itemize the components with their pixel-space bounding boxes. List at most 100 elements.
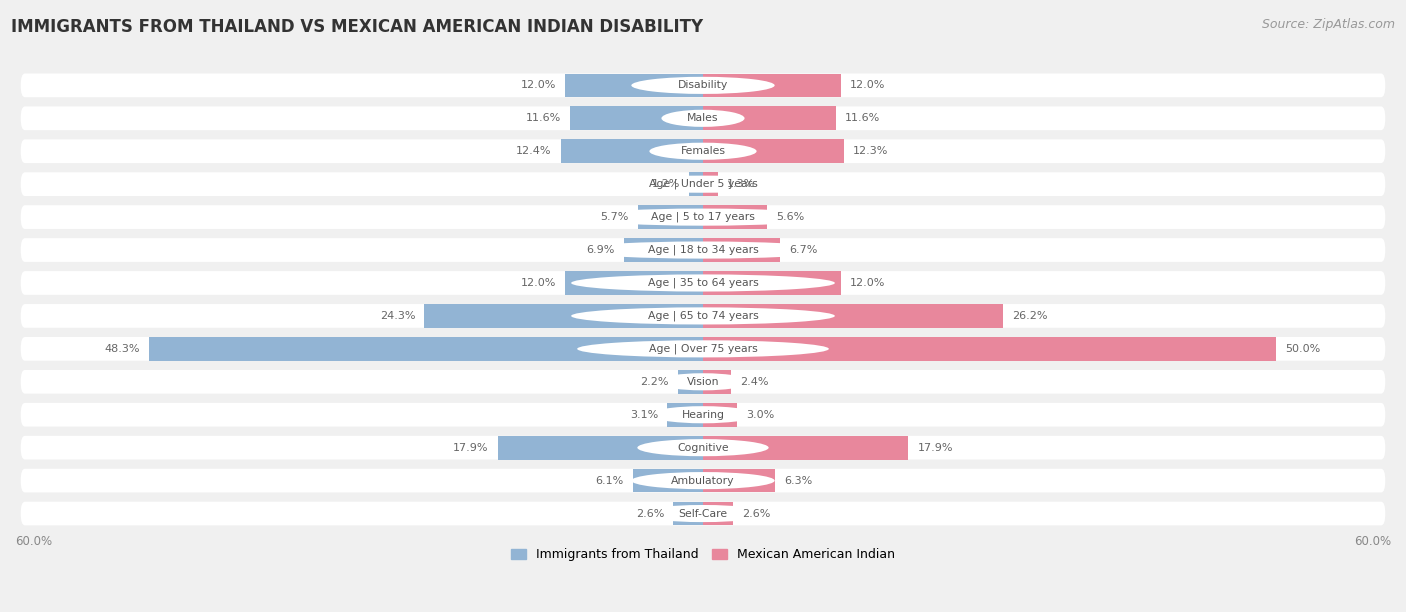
Text: Age | Over 75 years: Age | Over 75 years bbox=[648, 343, 758, 354]
Ellipse shape bbox=[650, 143, 756, 160]
Text: 3.1%: 3.1% bbox=[630, 409, 658, 420]
Bar bbox=[498, 436, 703, 460]
Text: 2.6%: 2.6% bbox=[636, 509, 664, 518]
Text: Source: ZipAtlas.com: Source: ZipAtlas.com bbox=[1261, 18, 1395, 31]
Text: 50.0%: 50.0% bbox=[1285, 344, 1320, 354]
Text: 6.1%: 6.1% bbox=[596, 476, 624, 485]
Ellipse shape bbox=[637, 505, 769, 522]
FancyBboxPatch shape bbox=[21, 304, 1385, 328]
Legend: Immigrants from Thailand, Mexican American Indian: Immigrants from Thailand, Mexican Americ… bbox=[506, 543, 900, 566]
Text: Age | 35 to 64 years: Age | 35 to 64 years bbox=[648, 278, 758, 288]
Text: 1.3%: 1.3% bbox=[727, 179, 755, 189]
Text: 5.6%: 5.6% bbox=[776, 212, 804, 222]
Text: Age | 5 to 17 years: Age | 5 to 17 years bbox=[651, 212, 755, 222]
Bar bbox=[624, 238, 703, 262]
Text: 26.2%: 26.2% bbox=[1012, 311, 1047, 321]
Text: 17.9%: 17.9% bbox=[453, 442, 488, 453]
Text: 12.0%: 12.0% bbox=[520, 80, 557, 91]
Text: 60.0%: 60.0% bbox=[15, 535, 52, 548]
Bar bbox=[703, 106, 837, 130]
Bar bbox=[703, 403, 737, 427]
Ellipse shape bbox=[571, 274, 835, 291]
Bar bbox=[703, 304, 1004, 328]
Bar bbox=[638, 205, 703, 229]
FancyBboxPatch shape bbox=[21, 271, 1385, 295]
FancyBboxPatch shape bbox=[21, 140, 1385, 163]
Ellipse shape bbox=[637, 439, 769, 456]
Ellipse shape bbox=[576, 176, 830, 193]
Ellipse shape bbox=[631, 76, 775, 94]
Ellipse shape bbox=[661, 110, 745, 127]
Bar bbox=[703, 238, 780, 262]
Text: IMMIGRANTS FROM THAILAND VS MEXICAN AMERICAN INDIAN DISABILITY: IMMIGRANTS FROM THAILAND VS MEXICAN AMER… bbox=[11, 18, 703, 36]
Text: 6.7%: 6.7% bbox=[789, 245, 817, 255]
Text: 11.6%: 11.6% bbox=[526, 113, 561, 123]
Bar bbox=[668, 403, 703, 427]
Text: Ambulatory: Ambulatory bbox=[671, 476, 735, 485]
Bar bbox=[703, 469, 775, 493]
Text: Cognitive: Cognitive bbox=[678, 442, 728, 453]
Text: Age | 18 to 34 years: Age | 18 to 34 years bbox=[648, 245, 758, 255]
Text: Females: Females bbox=[681, 146, 725, 156]
Text: 17.9%: 17.9% bbox=[918, 442, 953, 453]
Ellipse shape bbox=[571, 242, 835, 259]
Text: 5.7%: 5.7% bbox=[600, 212, 628, 222]
Bar bbox=[689, 173, 703, 196]
Bar bbox=[565, 271, 703, 295]
Text: 12.3%: 12.3% bbox=[853, 146, 889, 156]
Bar bbox=[703, 337, 1277, 360]
Text: Hearing: Hearing bbox=[682, 409, 724, 420]
Bar bbox=[425, 304, 703, 328]
Text: 6.3%: 6.3% bbox=[785, 476, 813, 485]
FancyBboxPatch shape bbox=[21, 370, 1385, 394]
FancyBboxPatch shape bbox=[21, 337, 1385, 360]
Text: 12.0%: 12.0% bbox=[849, 278, 886, 288]
Text: 3.0%: 3.0% bbox=[747, 409, 775, 420]
Text: Age | Under 5 years: Age | Under 5 years bbox=[648, 179, 758, 190]
Ellipse shape bbox=[571, 307, 835, 324]
Text: 2.6%: 2.6% bbox=[742, 509, 770, 518]
Text: Disability: Disability bbox=[678, 80, 728, 91]
Text: 1.2%: 1.2% bbox=[652, 179, 681, 189]
Bar bbox=[678, 370, 703, 394]
Ellipse shape bbox=[655, 373, 751, 390]
Bar bbox=[703, 205, 768, 229]
Text: 24.3%: 24.3% bbox=[380, 311, 415, 321]
FancyBboxPatch shape bbox=[21, 205, 1385, 229]
Bar bbox=[561, 140, 703, 163]
Text: 2.4%: 2.4% bbox=[740, 377, 768, 387]
Bar bbox=[703, 73, 841, 97]
Ellipse shape bbox=[650, 406, 756, 424]
Bar bbox=[703, 370, 731, 394]
Text: Age | 65 to 74 years: Age | 65 to 74 years bbox=[648, 311, 758, 321]
Bar bbox=[565, 73, 703, 97]
Text: 48.3%: 48.3% bbox=[104, 344, 141, 354]
Text: 12.4%: 12.4% bbox=[516, 146, 551, 156]
Bar bbox=[703, 271, 841, 295]
Bar bbox=[703, 140, 844, 163]
Bar bbox=[149, 337, 703, 360]
FancyBboxPatch shape bbox=[21, 173, 1385, 196]
FancyBboxPatch shape bbox=[21, 238, 1385, 262]
Bar bbox=[569, 106, 703, 130]
Ellipse shape bbox=[576, 209, 830, 226]
Text: 11.6%: 11.6% bbox=[845, 113, 880, 123]
Bar bbox=[703, 502, 733, 525]
Ellipse shape bbox=[631, 472, 775, 489]
FancyBboxPatch shape bbox=[21, 502, 1385, 525]
Text: 12.0%: 12.0% bbox=[520, 278, 557, 288]
FancyBboxPatch shape bbox=[21, 73, 1385, 97]
FancyBboxPatch shape bbox=[21, 469, 1385, 493]
Bar bbox=[703, 436, 908, 460]
Text: Males: Males bbox=[688, 113, 718, 123]
Ellipse shape bbox=[576, 340, 830, 357]
Bar bbox=[703, 173, 718, 196]
Text: Self-Care: Self-Care bbox=[679, 509, 727, 518]
FancyBboxPatch shape bbox=[21, 436, 1385, 460]
Bar bbox=[673, 502, 703, 525]
Text: 6.9%: 6.9% bbox=[586, 245, 614, 255]
FancyBboxPatch shape bbox=[21, 403, 1385, 427]
Text: Vision: Vision bbox=[686, 377, 720, 387]
Text: 60.0%: 60.0% bbox=[1354, 535, 1391, 548]
Text: 12.0%: 12.0% bbox=[849, 80, 886, 91]
